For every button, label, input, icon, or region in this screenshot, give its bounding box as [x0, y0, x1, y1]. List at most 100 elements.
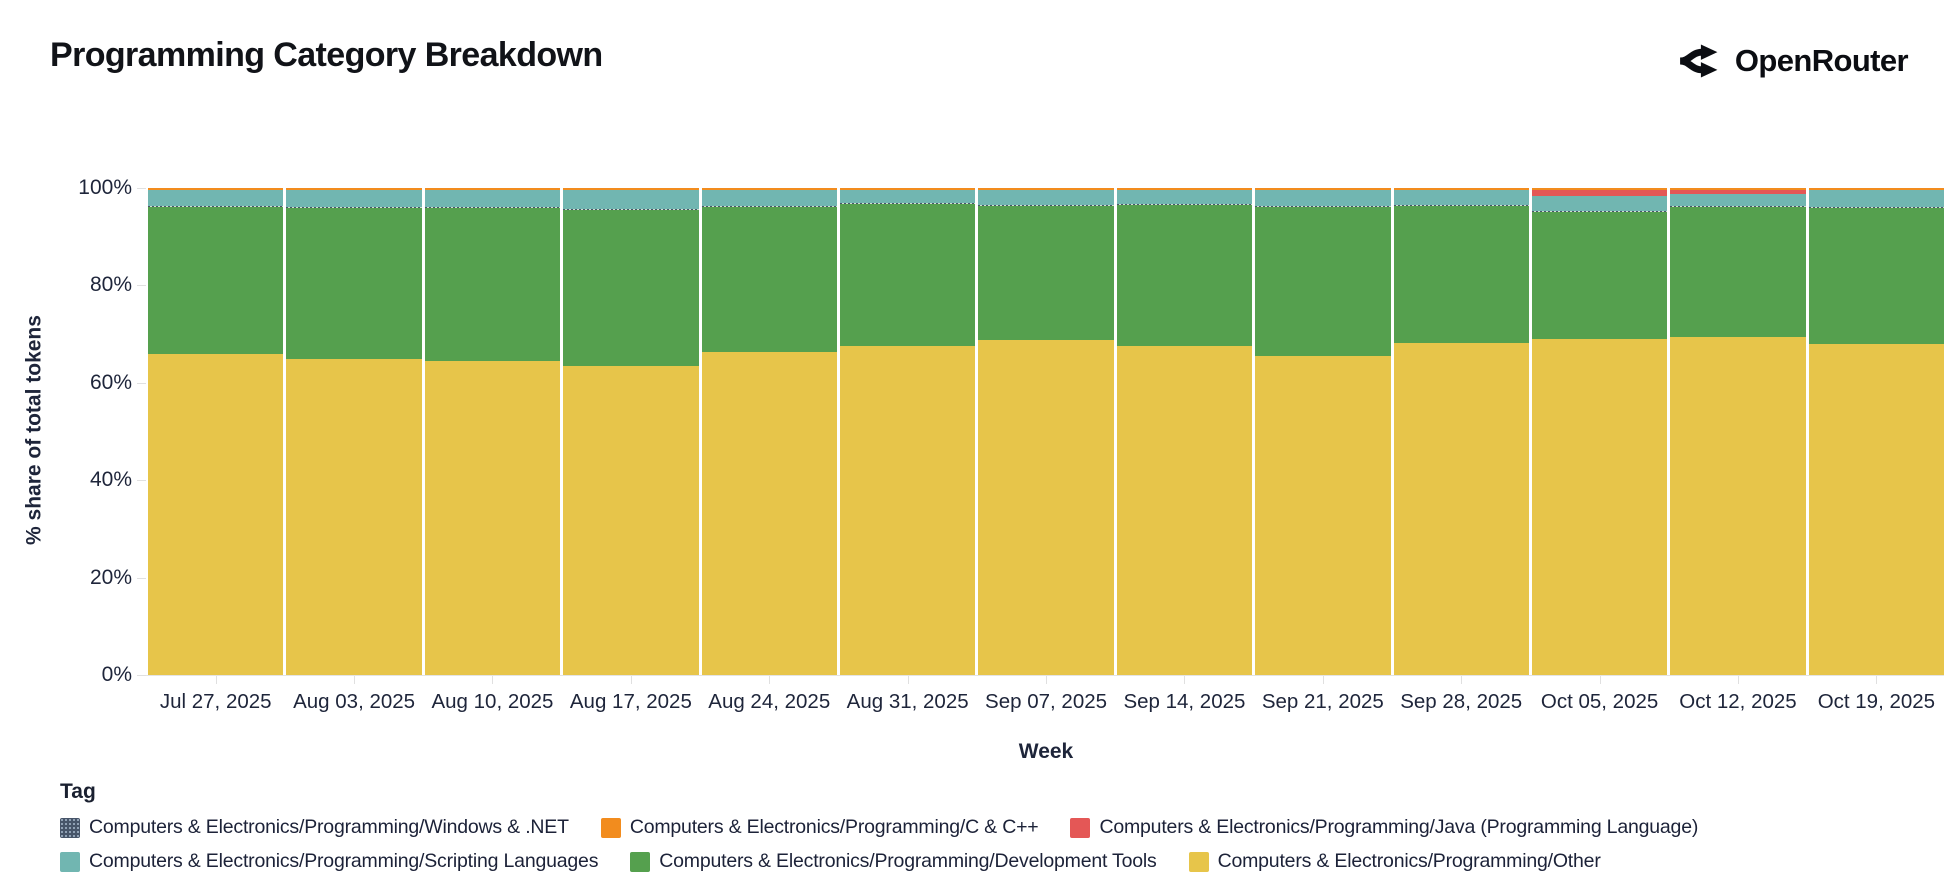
bar-segment-scripting[interactable] — [1670, 193, 1806, 207]
bar-segment-windows[interactable] — [1670, 206, 1806, 208]
bar-segment-c-cpp[interactable] — [424, 188, 561, 190]
bar-week[interactable] — [1255, 188, 1391, 675]
bar-segment-c-cpp[interactable] — [701, 188, 837, 190]
y-tick-label: 100% — [78, 176, 132, 199]
bar-segment-scripting[interactable] — [424, 190, 561, 208]
legend-row: Computers & Electronics/Programming/Scri… — [60, 850, 1601, 873]
bar-week[interactable] — [424, 188, 561, 675]
legend-swatch-dev-tools — [630, 851, 651, 872]
bar-segment-windows[interactable] — [701, 206, 837, 208]
legend-item-dev-tools[interactable]: Computers & Electronics/Programming/Deve… — [630, 850, 1157, 873]
bar-segment-c-cpp[interactable] — [148, 188, 284, 190]
bar-week[interactable] — [1393, 188, 1529, 675]
bar-week[interactable] — [1116, 188, 1253, 675]
bar-segment-java[interactable] — [1670, 189, 1806, 194]
bar-week[interactable] — [701, 188, 837, 675]
bar-segment-other[interactable] — [701, 352, 837, 675]
bar-segment-dev-tools[interactable] — [839, 203, 976, 347]
bar-week[interactable] — [1531, 188, 1668, 675]
bar-segment-other[interactable] — [424, 361, 561, 675]
bar-segment-scripting[interactable] — [563, 190, 699, 210]
bar-segment-dev-tools[interactable] — [148, 207, 284, 354]
bar-segment-windows[interactable] — [1808, 207, 1945, 209]
bar-segment-java[interactable] — [1531, 189, 1668, 196]
bar-segment-dev-tools[interactable] — [1808, 208, 1945, 345]
legend-item-scripting[interactable]: Computers & Electronics/Programming/Scri… — [60, 850, 598, 873]
bar-segment-c-cpp[interactable] — [286, 188, 422, 190]
bar-segment-c-cpp[interactable] — [1531, 188, 1668, 190]
bar-segment-scripting[interactable] — [701, 190, 837, 207]
bar-segment-scripting[interactable] — [1531, 195, 1668, 212]
bar-segment-windows[interactable] — [1116, 203, 1253, 205]
bar-week[interactable] — [563, 188, 699, 675]
bar-segment-windows[interactable] — [1255, 206, 1391, 208]
bar-segment-scripting[interactable] — [1393, 190, 1529, 205]
bar-segment-other[interactable] — [978, 340, 1114, 675]
x-axis-title: Week — [1018, 740, 1074, 763]
brand-header[interactable]: OpenRouter — [1676, 38, 1909, 84]
y-tick-label: 0% — [101, 663, 132, 686]
bar-week[interactable] — [1808, 188, 1945, 675]
bar-segment-scripting[interactable] — [978, 190, 1114, 205]
bar-segment-dev-tools[interactable] — [1670, 207, 1806, 338]
bar-segment-other[interactable] — [1255, 355, 1391, 675]
bar-segment-dev-tools[interactable] — [424, 208, 561, 362]
bar-segment-scripting[interactable] — [1116, 190, 1253, 204]
bar-segment-dev-tools[interactable] — [1255, 207, 1391, 356]
bar-segment-scripting[interactable] — [1255, 190, 1391, 207]
bar-week[interactable] — [286, 188, 422, 675]
legend-item-other[interactable]: Computers & Electronics/Programming/Othe… — [1188, 850, 1601, 873]
legend-swatch-scripting — [60, 851, 80, 872]
bar-segment-dev-tools[interactable] — [286, 208, 422, 359]
bar-segment-other[interactable] — [1531, 339, 1668, 675]
bar-segment-dev-tools[interactable] — [1531, 212, 1668, 340]
bar-segment-windows[interactable] — [1531, 211, 1668, 213]
bar-segment-c-cpp[interactable] — [978, 188, 1114, 190]
openrouter-logo-icon — [1676, 38, 1722, 84]
bar-week[interactable] — [978, 188, 1114, 675]
x-tick-mark — [354, 676, 355, 684]
bar-segment-scripting[interactable] — [286, 190, 422, 208]
bar-segment-c-cpp[interactable] — [1393, 188, 1529, 190]
bar-segment-c-cpp[interactable] — [839, 188, 976, 190]
bar-segment-c-cpp[interactable] — [563, 188, 699, 190]
legend-item-java[interactable]: Computers & Electronics/Programming/Java… — [1070, 816, 1698, 839]
legend-label: Computers & Electronics/Programming/Deve… — [659, 850, 1157, 872]
bar-segment-windows[interactable] — [424, 207, 561, 209]
bar-segment-dev-tools[interactable] — [701, 207, 837, 353]
bar-segment-other[interactable] — [1393, 343, 1529, 675]
bar-segment-other[interactable] — [1670, 337, 1806, 675]
bar-segment-other[interactable] — [1116, 346, 1253, 675]
x-tick-mark — [1184, 676, 1185, 684]
bar-segment-c-cpp[interactable] — [1116, 188, 1253, 190]
bar-segment-dev-tools[interactable] — [978, 205, 1114, 341]
bar-week[interactable] — [839, 188, 976, 675]
bar-segment-other[interactable] — [1808, 344, 1945, 675]
bar-segment-dev-tools[interactable] — [1393, 205, 1529, 344]
bar-segment-c-cpp[interactable] — [1808, 188, 1945, 190]
legend-item-windows[interactable]: Computers & Electronics/Programming/Wind… — [60, 816, 569, 839]
bar-segment-c-cpp[interactable] — [1255, 188, 1391, 190]
bar-segment-c-cpp[interactable] — [1670, 188, 1806, 190]
bar-week[interactable] — [1670, 188, 1806, 675]
bar-segment-scripting[interactable] — [1808, 190, 1945, 208]
bar-segment-windows[interactable] — [839, 202, 976, 204]
legend-item-c-cpp[interactable]: Computers & Electronics/Programming/C & … — [600, 816, 1039, 839]
x-tick-label: Jul 27, 2025 — [159, 690, 272, 713]
bar-segment-other[interactable] — [148, 353, 284, 675]
x-tick-label: Aug 24, 2025 — [708, 690, 831, 713]
y-tick-mark — [137, 382, 146, 384]
bar-segment-other[interactable] — [563, 365, 699, 675]
bar-segment-dev-tools[interactable] — [1116, 204, 1253, 347]
bar-segment-other[interactable] — [839, 346, 976, 675]
bar-segment-windows[interactable] — [1393, 204, 1529, 206]
bar-segment-windows[interactable] — [148, 206, 284, 208]
bar-segment-scripting[interactable] — [839, 190, 976, 203]
bar-segment-windows[interactable] — [563, 209, 699, 211]
bar-segment-windows[interactable] — [978, 204, 1114, 206]
bar-segment-windows[interactable] — [286, 207, 422, 209]
bar-week[interactable] — [148, 188, 284, 675]
bar-segment-other[interactable] — [286, 358, 422, 675]
bar-segment-dev-tools[interactable] — [563, 210, 699, 366]
bar-segment-scripting[interactable] — [148, 190, 284, 207]
